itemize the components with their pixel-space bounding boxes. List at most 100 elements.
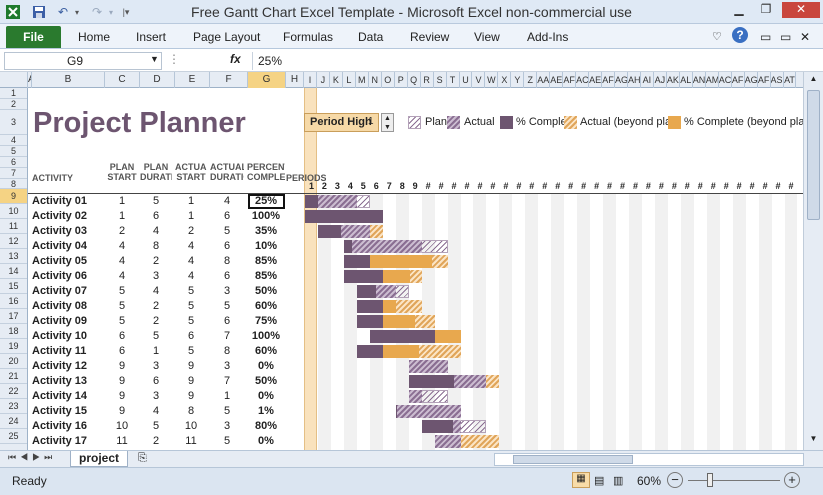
zoom-slider-thumb[interactable] — [707, 473, 713, 487]
row-header[interactable]: 23 — [0, 399, 27, 414]
plan-duration-value[interactable]: 5 — [152, 420, 160, 432]
actual-duration-value[interactable]: 7 — [223, 375, 231, 387]
plan-start-value[interactable]: 9 — [118, 390, 126, 402]
plan-start-value[interactable]: 9 — [118, 360, 126, 372]
page-break-view-icon[interactable]: ▥ — [613, 475, 624, 487]
column-header[interactable]: Y — [511, 72, 525, 88]
column-header[interactable]: W — [485, 72, 499, 88]
plan-start-value[interactable]: 6 — [118, 330, 126, 342]
row-header[interactable]: 17 — [0, 309, 27, 324]
percent-complete-value[interactable]: 1% — [258, 405, 274, 417]
actual-duration-value[interactable]: 6 — [223, 270, 231, 282]
actual-start-value[interactable]: 2 — [187, 225, 195, 237]
plan-start-value[interactable]: 2 — [118, 225, 126, 237]
plan-start-value[interactable]: 10 — [115, 420, 129, 432]
actual-duration-value[interactable]: 5 — [223, 405, 231, 417]
percent-complete-value[interactable]: 10% — [254, 240, 278, 252]
column-header[interactable]: AN — [693, 72, 706, 88]
activity-name[interactable]: Activity 15 — [32, 405, 88, 417]
column-header[interactable]: R — [421, 72, 434, 88]
column-header[interactable]: AC — [719, 72, 732, 88]
plan-duration-value[interactable]: 2 — [152, 315, 160, 327]
actual-duration-value[interactable]: 8 — [223, 255, 231, 267]
percent-complete-value[interactable]: 0% — [258, 435, 274, 447]
actual-start-value[interactable]: 5 — [187, 315, 195, 327]
actual-duration-value[interactable]: 7 — [223, 330, 231, 342]
activity-name[interactable]: Activity 03 — [32, 225, 88, 237]
vertical-scrollbar[interactable]: ▲ ▼ — [803, 72, 823, 450]
scroll-down-icon[interactable]: ▼ — [809, 434, 818, 443]
column-header[interactable]: A — [28, 72, 32, 88]
row-header[interactable]: 15 — [0, 279, 27, 294]
row-header[interactable]: 6 — [0, 157, 27, 168]
percent-complete-value[interactable]: 0% — [258, 360, 274, 372]
column-header-selected[interactable]: G — [248, 72, 286, 88]
workbook-close-icon[interactable]: ✕ — [800, 30, 811, 44]
plan-duration-value[interactable]: 5 — [152, 195, 160, 207]
activity-name[interactable]: Activity 01 — [32, 195, 88, 207]
sheet-tab-project[interactable]: project — [70, 451, 128, 467]
actual-start-value[interactable]: 5 — [187, 345, 195, 357]
percent-complete-value[interactable]: 75% — [254, 315, 278, 327]
column-header[interactable]: V — [472, 72, 486, 88]
column-header[interactable]: AI — [641, 72, 654, 88]
actual-duration-value[interactable]: 3 — [223, 420, 231, 432]
name-box[interactable]: G9 — [4, 52, 162, 70]
column-header[interactable]: T — [447, 72, 460, 88]
percent-complete-value[interactable]: 80% — [254, 420, 278, 432]
row-header[interactable]: 9 — [0, 189, 27, 204]
period-spinner[interactable]: ▲ ▼ — [381, 113, 394, 132]
plan-start-value[interactable]: 4 — [118, 270, 126, 282]
percent-complete-value[interactable]: 35% — [254, 225, 278, 237]
actual-start-value[interactable]: 4 — [187, 270, 195, 282]
percent-complete-value[interactable]: 60% — [254, 300, 278, 312]
plan-duration-value[interactable]: 3 — [152, 360, 160, 372]
redo-icon[interactable]: ↷ — [91, 5, 103, 19]
column-header[interactable]: AF — [563, 72, 577, 88]
plan-duration-value[interactable]: 5 — [152, 330, 160, 342]
actual-start-value[interactable]: 9 — [187, 375, 195, 387]
close-icon[interactable]: ✕ — [782, 2, 820, 18]
actual-start-value[interactable]: 9 — [187, 360, 195, 372]
column-header[interactable]: AH — [628, 72, 641, 88]
row-header[interactable]: 12 — [0, 234, 27, 249]
row-header[interactable]: 14 — [0, 264, 27, 279]
row-header[interactable]: 18 — [0, 324, 27, 339]
row-header[interactable]: 25 — [0, 429, 27, 444]
page-layout-view-icon[interactable]: ▤ — [594, 475, 605, 487]
h-scroll-thumb[interactable] — [513, 455, 633, 464]
row-header[interactable]: 7 — [0, 168, 27, 179]
actual-start-value[interactable]: 1 — [187, 210, 195, 222]
row-header[interactable]: 3 — [0, 110, 27, 135]
column-header[interactable]: F — [210, 72, 248, 88]
percent-complete-value[interactable]: 50% — [254, 375, 278, 387]
select-all-corner[interactable] — [0, 72, 28, 88]
actual-duration-value[interactable]: 8 — [223, 345, 231, 357]
column-header[interactable]: AG — [745, 72, 758, 88]
column-header[interactable]: AF — [758, 72, 771, 88]
activity-name[interactable]: Activity 04 — [32, 240, 88, 252]
plan-duration-value[interactable]: 3 — [152, 270, 160, 282]
column-header[interactable]: Z — [524, 72, 538, 88]
name-box-dropdown-icon[interactable]: ▼ — [150, 54, 159, 64]
minimize-icon[interactable]: ▁ — [734, 2, 744, 16]
column-header[interactable]: P — [395, 72, 408, 88]
file-tab[interactable]: File — [6, 26, 61, 48]
actual-duration-value[interactable]: 6 — [223, 210, 231, 222]
plan-start-value[interactable]: 11 — [116, 435, 128, 447]
workbook-minimize-icon[interactable]: ▭ — [760, 30, 772, 44]
column-header[interactable]: AE — [550, 72, 564, 88]
column-header[interactable]: AT — [784, 72, 797, 88]
column-header[interactable]: AL — [680, 72, 693, 88]
tab-view[interactable]: View — [474, 30, 500, 44]
tab-home[interactable]: Home — [78, 30, 111, 44]
scroll-thumb[interactable] — [807, 90, 820, 220]
row-header[interactable]: 5 — [0, 146, 27, 157]
row-header[interactable]: 16 — [0, 294, 27, 309]
plan-duration-value[interactable]: 4 — [152, 225, 160, 237]
actual-start-value[interactable]: 9 — [187, 390, 195, 402]
row-header[interactable]: 8 — [0, 179, 27, 189]
horizontal-scrollbar[interactable] — [494, 453, 804, 466]
activity-name[interactable]: Activity 02 — [32, 210, 88, 222]
zoom-out-icon[interactable]: − — [667, 472, 683, 488]
